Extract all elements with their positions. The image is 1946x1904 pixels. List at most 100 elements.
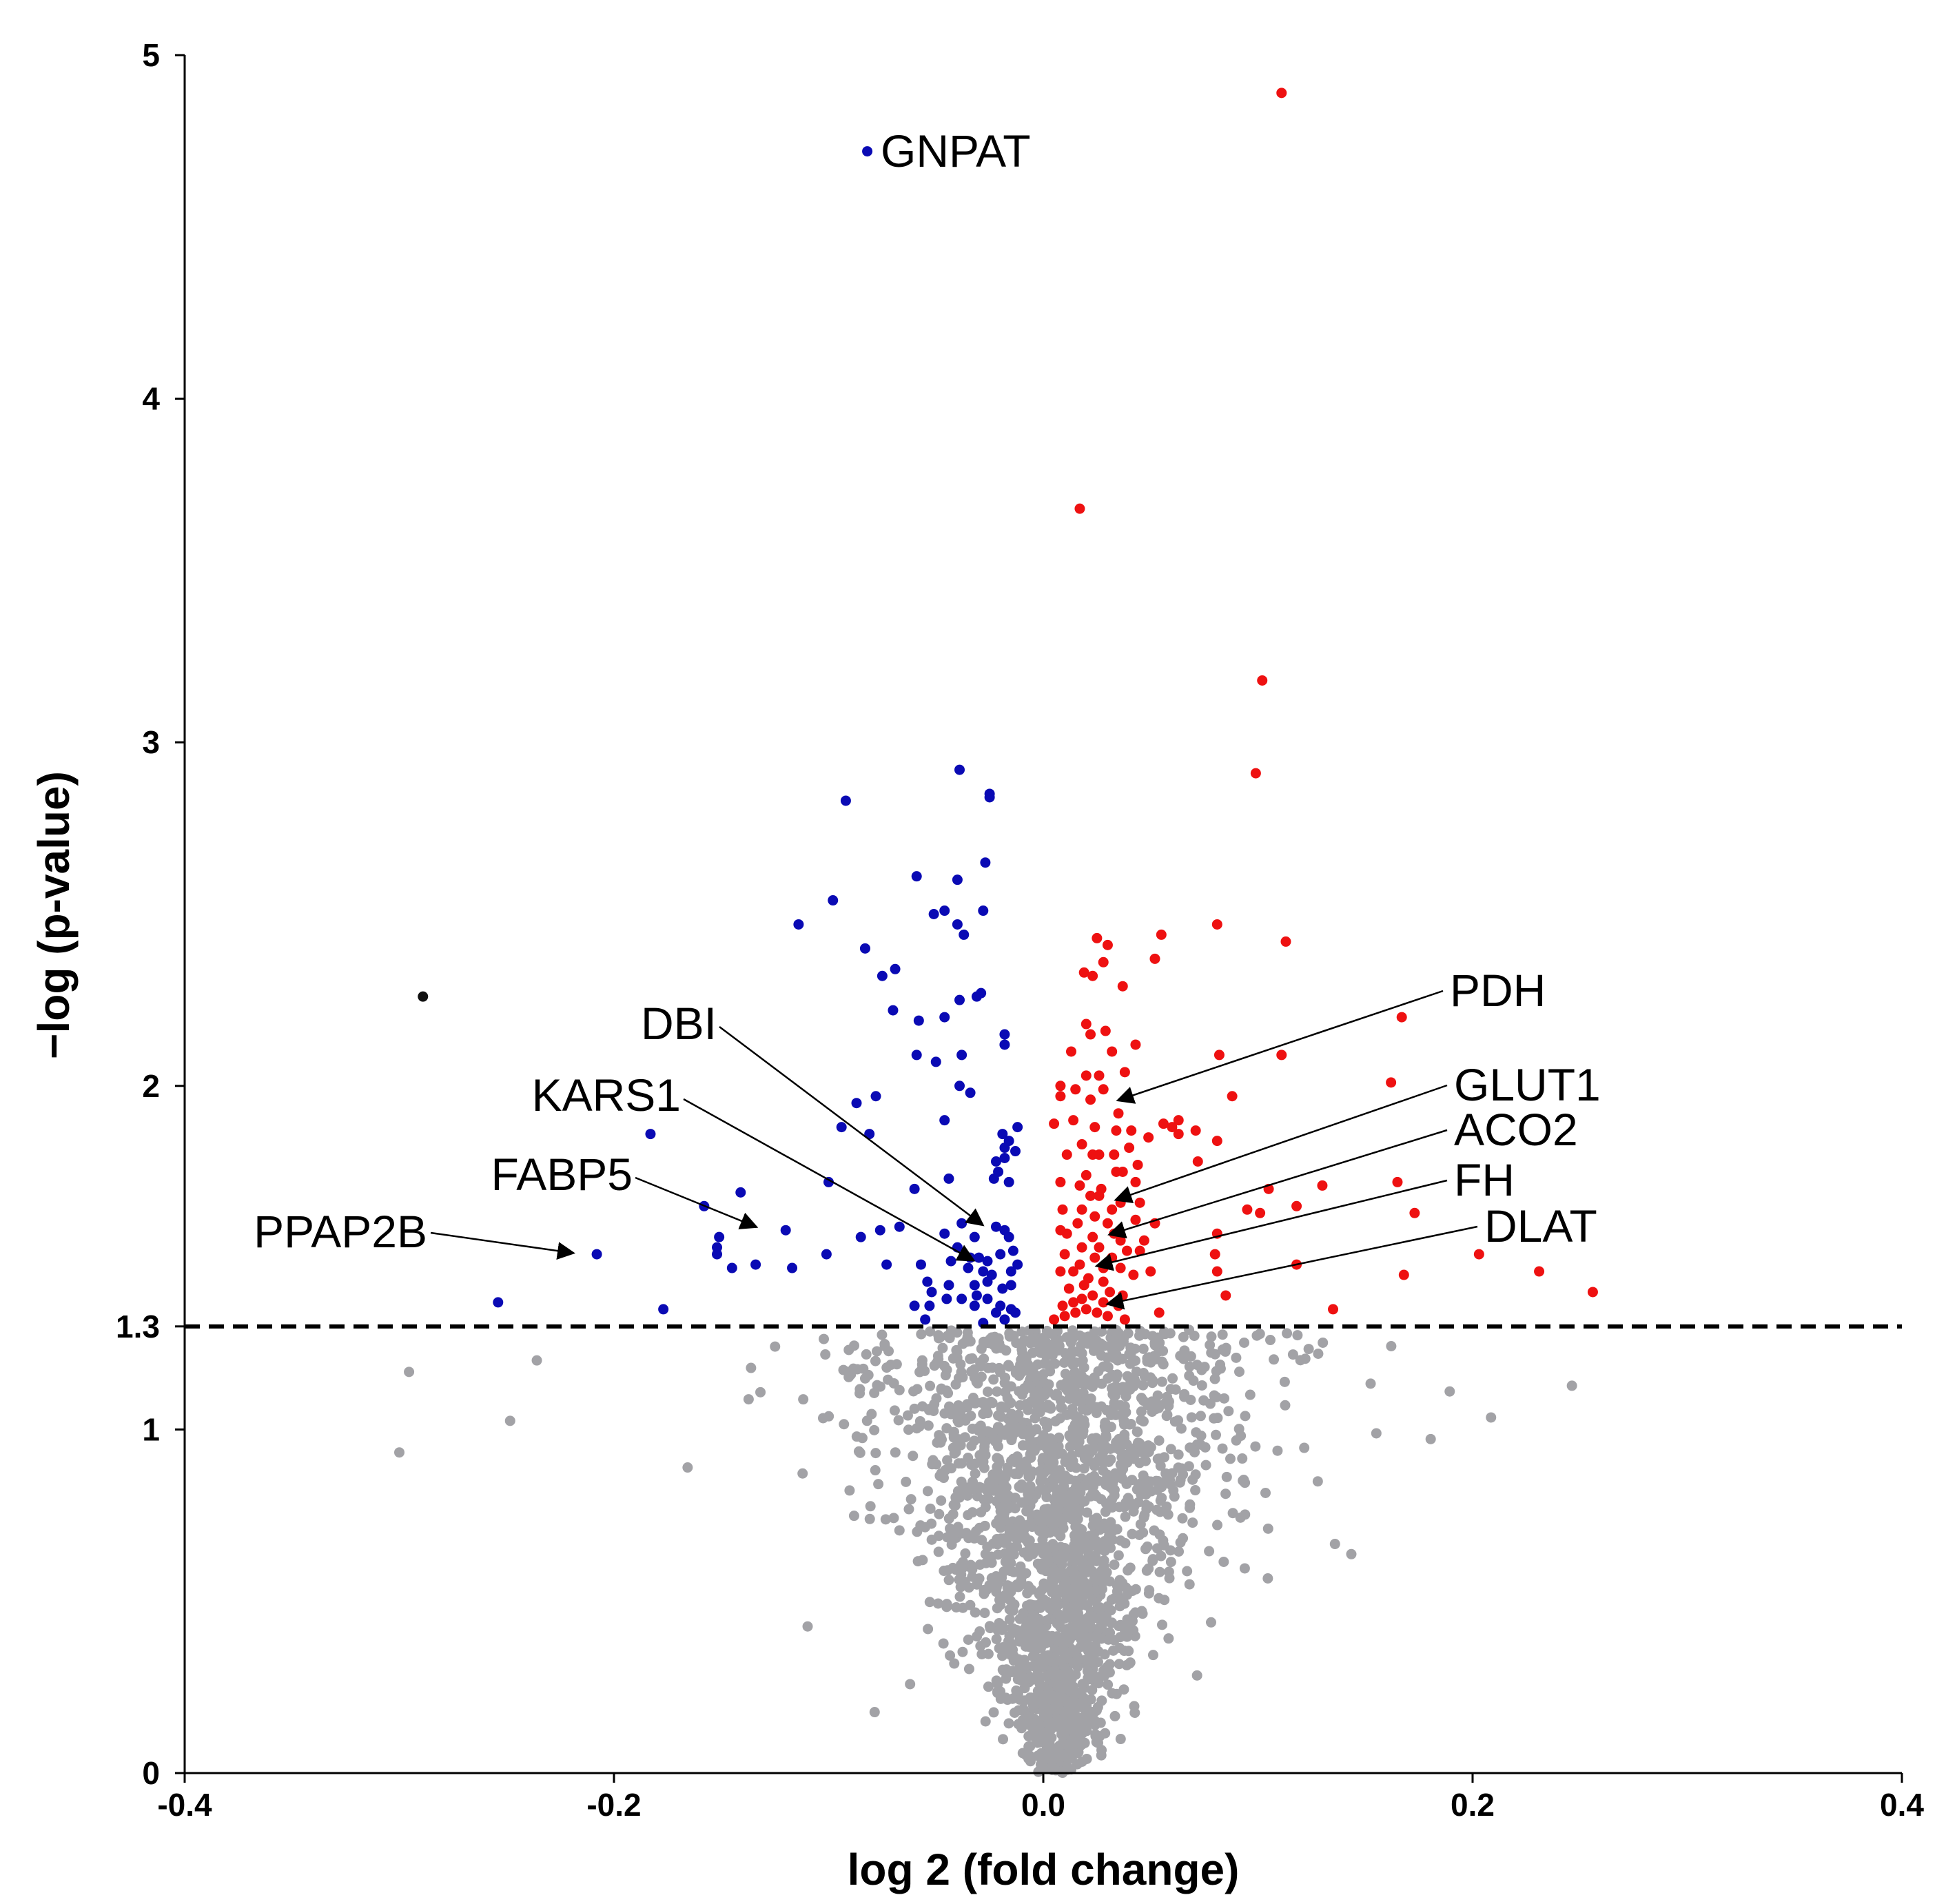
data-point-not-significant [1094,1623,1105,1634]
data-point-not-significant [1048,1457,1059,1468]
data-point-not-significant [1138,1343,1149,1354]
data-point-not-significant [1077,1404,1088,1415]
data-point-not-significant [969,1533,980,1544]
data-point-not-significant [923,1624,934,1635]
data-point-not-significant [1032,1509,1043,1520]
data-point-not-significant [969,1372,980,1383]
data-point-not-significant [1102,1661,1113,1672]
data-point-not-significant [1227,1508,1238,1519]
data-point-not-significant [1070,1393,1081,1404]
data-point-not-significant [1163,1633,1174,1644]
data-point-not-significant [998,1485,1009,1496]
data-point-not-significant [1186,1412,1197,1423]
data-point-not-significant [1025,1692,1036,1703]
data-point-not-significant [983,1681,994,1692]
data-point-not-significant [905,1494,916,1505]
data-point-not-significant [1245,1389,1256,1400]
data-point-not-significant [945,1650,956,1661]
data-point-down [793,919,804,930]
data-point-not-significant [1149,1525,1160,1536]
data-point-not-significant [1105,1627,1116,1638]
data-point-not-significant [1220,1346,1231,1357]
data-point-not-significant [1067,1625,1078,1636]
data-point-up [1089,1211,1100,1222]
data-point-up [1085,1190,1096,1201]
data-point-up [1068,1115,1079,1126]
data-point-down [726,1262,737,1273]
y-tick-label: 1 [142,1411,160,1447]
gene-label-fabp5: FABP5 [491,1149,633,1200]
significant-points [418,88,1598,1329]
data-point-down [971,1290,982,1301]
data-point-not-significant [1196,1431,1207,1442]
data-point-up [1291,1200,1302,1211]
annotation-arrow [1105,1225,1478,1310]
data-point-up [1117,1290,1128,1301]
data-point-down [1003,1231,1014,1242]
y-axis-ticks: 0 1 1.3 2 3 4 5 [116,37,185,1791]
data-point-not-significant [1185,1351,1196,1362]
data-point-not-significant [957,1646,968,1657]
data-point-not-significant [988,1374,999,1385]
data-point-not-significant [1036,1681,1047,1692]
data-point-not-significant [1209,1349,1220,1360]
data-point-not-significant [1212,1519,1223,1531]
data-point-not-significant [923,1420,934,1431]
data-point-not-significant [1065,1702,1076,1713]
data-point-not-significant [978,1336,989,1347]
data-point-down [999,1143,1010,1154]
annotation-arrow [1107,1129,1448,1239]
data-point-not-significant [1425,1433,1436,1444]
data-point-not-significant [1183,1461,1194,1472]
data-point-not-significant [1260,1487,1271,1498]
data-point-not-significant [1074,1546,1085,1557]
data-point-not-significant [1223,1406,1234,1417]
data-point-not-significant [1087,1380,1098,1391]
data-point-not-significant [844,1485,855,1496]
data-point-not-significant [938,1638,949,1649]
data-point-not-significant [820,1349,831,1360]
data-point-down [939,1012,950,1023]
data-point-down [997,1283,1008,1294]
data-point-not-significant [1115,1459,1126,1470]
data-point-not-significant [1033,1346,1044,1357]
data-point-down [952,874,963,886]
data-point-not-significant [993,1422,1004,1433]
data-point-down [1007,1245,1018,1256]
data-point-up [1102,939,1113,950]
data-point-not-significant [1097,1449,1108,1460]
data-point-down [1005,1280,1016,1291]
data-point-up [1085,1094,1096,1105]
data-point-not-significant [848,1363,859,1374]
data-point-not-significant [933,1531,944,1542]
data-point-not-significant [1027,1466,1038,1477]
data-point-not-significant [943,1575,954,1586]
data-point-not-significant [1175,1351,1186,1362]
data-point-down [943,1280,954,1291]
data-point-not-significant [1055,1637,1066,1648]
data-point-not-significant [1058,1581,1069,1593]
data-point-up [1173,1129,1184,1140]
data-point-not-significant [1144,1352,1155,1363]
data-point-not-significant [1070,1746,1081,1757]
data-point-not-significant [1221,1471,1232,1482]
gene-label-kars1: KARS1 [532,1069,681,1120]
data-point-not-significant [936,1495,947,1506]
data-point-not-significant [1015,1462,1026,1473]
data-point-up [1128,1269,1139,1280]
data-point-not-significant [1008,1330,1019,1341]
data-point-up [1089,1252,1100,1263]
data-point-not-significant [998,1593,1010,1604]
data-point-not-significant [1061,1332,1072,1343]
data-point-not-significant [1058,1357,1069,1368]
data-point-not-significant [911,1423,922,1434]
data-point-not-significant [948,1508,959,1519]
data-point-not-significant [1133,1437,1144,1449]
data-point-not-significant [996,1411,1007,1422]
data-point-down [1010,1146,1021,1157]
data-point-not-significant [1069,1419,1080,1430]
data-point-up [1057,1204,1068,1215]
data-point-not-significant [1023,1551,1034,1562]
data-point-up [1534,1266,1545,1277]
data-point-not-significant [1152,1453,1163,1464]
